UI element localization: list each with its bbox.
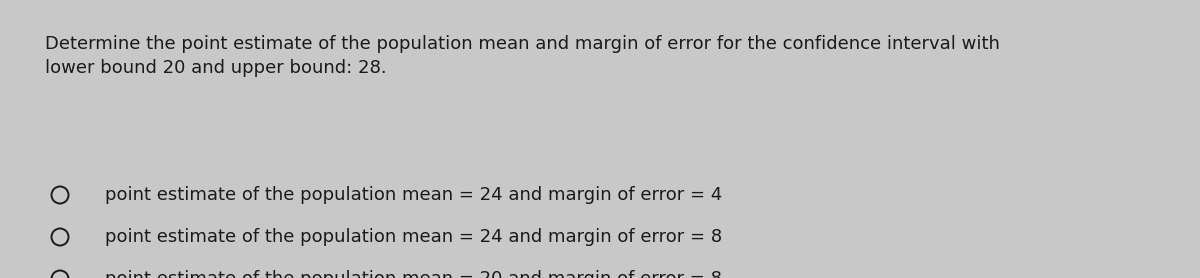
Text: Determine the point estimate of the population mean and margin of error for the : Determine the point estimate of the popu…: [46, 35, 1000, 77]
Text: point estimate of the population mean = 24 and margin of error = 4: point estimate of the population mean = …: [106, 186, 722, 204]
Text: point estimate of the population mean = 24 and margin of error = 8: point estimate of the population mean = …: [106, 228, 722, 246]
Text: point estimate of the population mean = 20 and margin of error = 8: point estimate of the population mean = …: [106, 270, 722, 278]
